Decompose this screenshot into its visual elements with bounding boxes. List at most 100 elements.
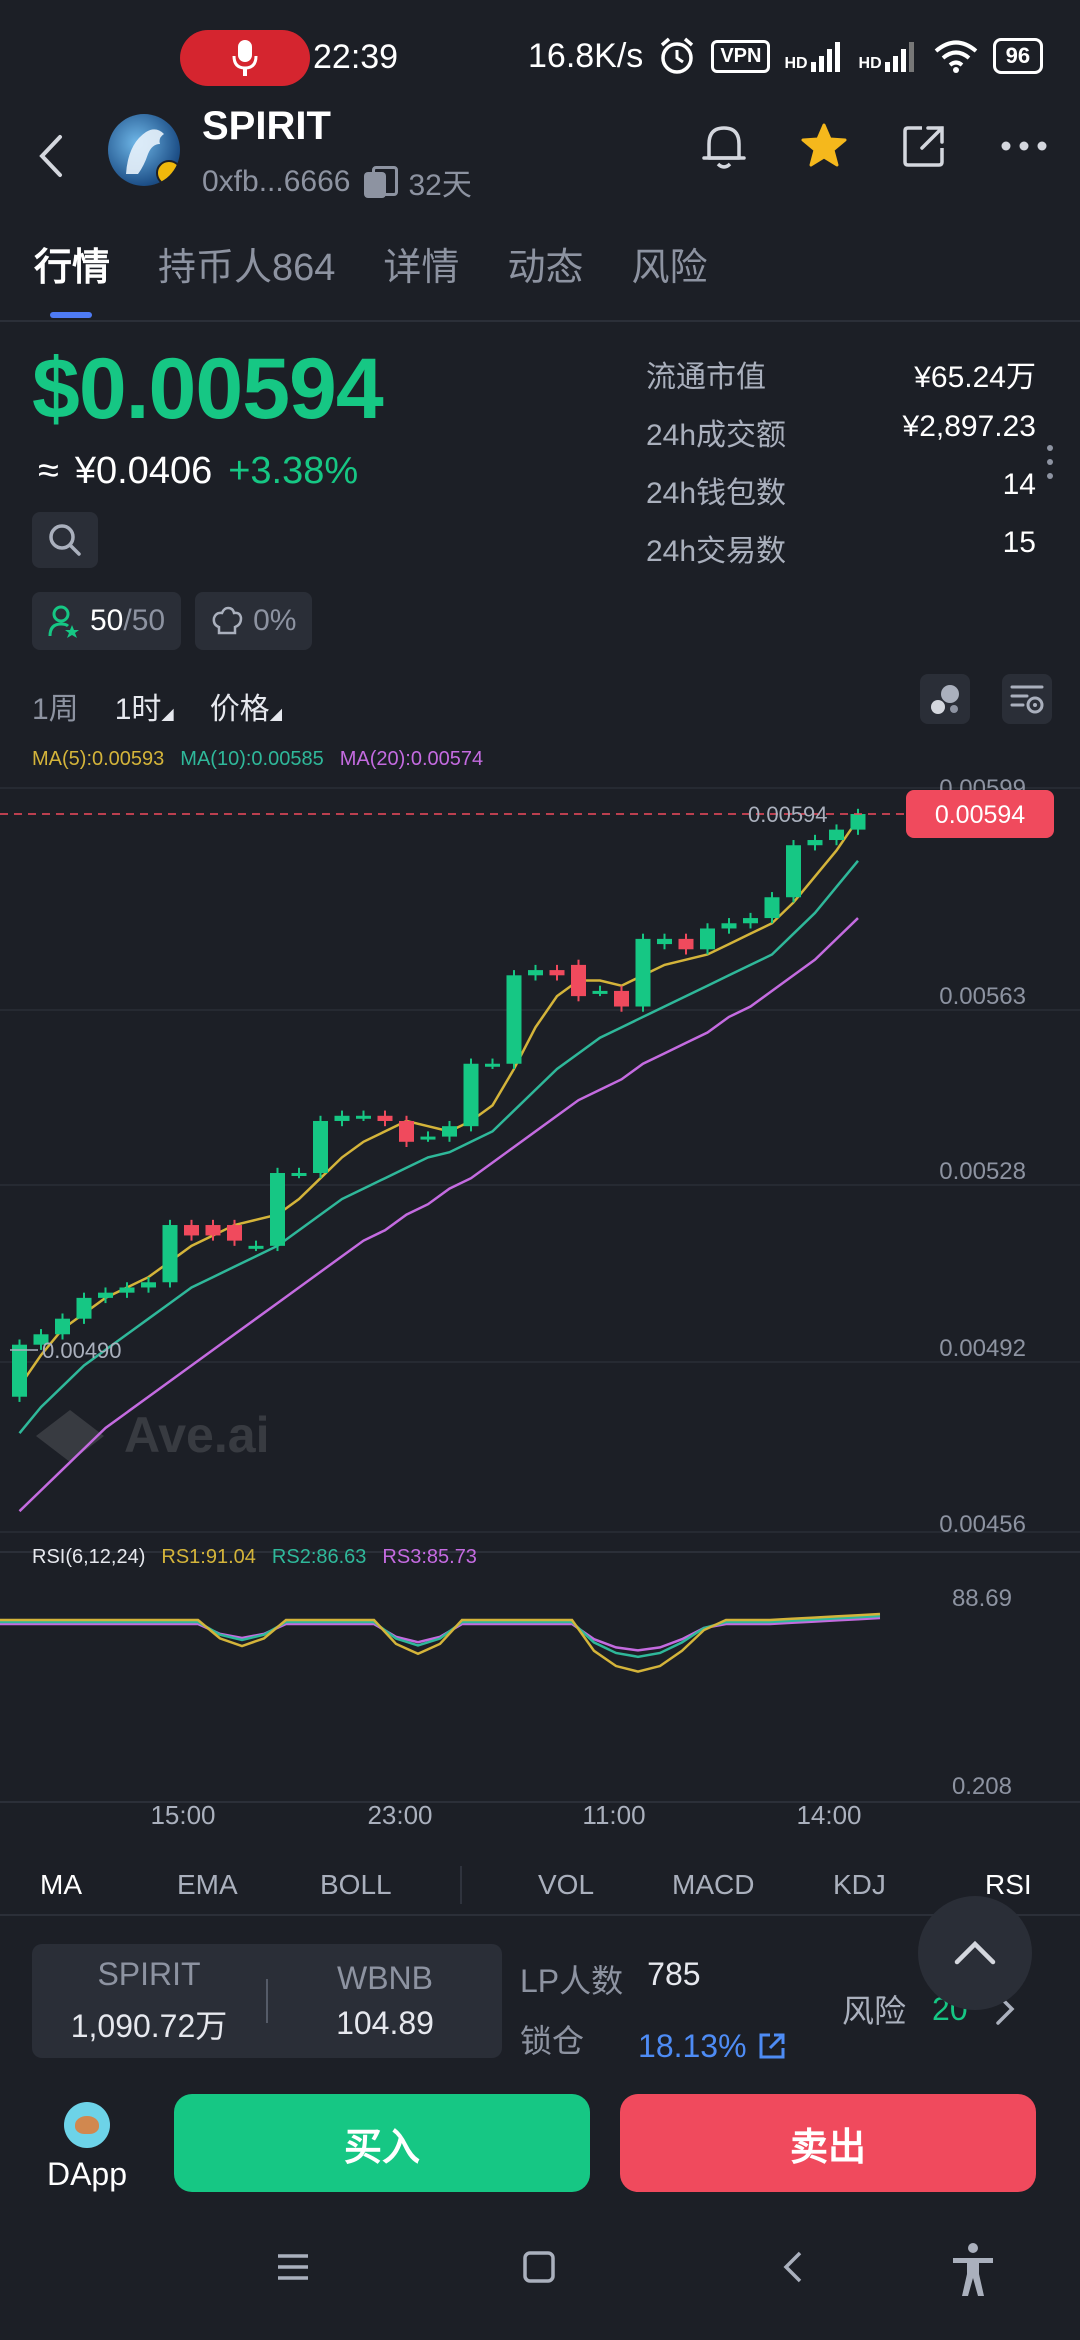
bell-button[interactable] bbox=[696, 118, 752, 174]
candle-body bbox=[184, 1225, 199, 1236]
indicator-rsi[interactable]: RSI bbox=[985, 1869, 1032, 1900]
stat-row: 24h钱包数 14 bbox=[646, 468, 1036, 526]
menu-icon[interactable] bbox=[276, 2250, 310, 2284]
risk-label: 风险 bbox=[842, 1993, 907, 2029]
interval-hour-dropdown[interactable]: 1时◢ bbox=[114, 693, 174, 726]
rs3-label: RS3:85.73 bbox=[382, 1546, 477, 1568]
price-chart[interactable]: Ave.ai 0.005990.005630.005280.004920.004… bbox=[0, 770, 1080, 1840]
chef-chip[interactable]: 0% bbox=[195, 592, 313, 650]
buy-button[interactable]: 买入 bbox=[174, 2094, 590, 2192]
more-horizontal-icon bbox=[1001, 141, 1047, 151]
candle-body bbox=[119, 1287, 135, 1293]
nav-back-icon[interactable] bbox=[780, 2250, 806, 2284]
home-icon[interactable] bbox=[522, 2250, 556, 2284]
lock-link[interactable]: 18.13% bbox=[638, 2016, 787, 2076]
candle-body bbox=[98, 1292, 113, 1298]
accessibility-icon[interactable] bbox=[950, 2242, 996, 2298]
token-age: 32天 bbox=[408, 169, 472, 202]
tab-holders[interactable]: 持币人864 bbox=[158, 247, 336, 289]
scroll-top-button[interactable] bbox=[918, 1896, 1032, 2010]
candle-body bbox=[248, 1245, 264, 1249]
lock-label: 锁仓 bbox=[520, 2023, 585, 2059]
vpn-badge: VPN bbox=[711, 39, 771, 73]
rsi-line-3 bbox=[0, 1616, 881, 1652]
back-button[interactable] bbox=[36, 126, 76, 186]
triangle-down-icon: ◢ bbox=[269, 706, 282, 723]
interval-week[interactable]: 1周 bbox=[32, 693, 79, 726]
stat-value: ¥65.24万 bbox=[914, 361, 1036, 394]
tab-risk[interactable]: 风险 bbox=[631, 247, 708, 289]
sell-button[interactable]: 卖出 bbox=[620, 2094, 1036, 2192]
drawing-tool-button[interactable] bbox=[920, 674, 970, 724]
ma10-line bbox=[18, 860, 859, 1434]
indicator-boll[interactable]: BOLL bbox=[320, 1869, 392, 1900]
tab-activity[interactable]: 动态 bbox=[507, 247, 584, 289]
candle-body bbox=[399, 1120, 414, 1142]
candle-body bbox=[850, 814, 866, 830]
candle-body bbox=[334, 1115, 350, 1121]
chef-hat-icon bbox=[212, 606, 243, 635]
candle-body bbox=[635, 938, 651, 1007]
stat-label: 24h交易数 bbox=[646, 535, 787, 568]
indicator-ma[interactable]: MA bbox=[40, 1869, 82, 1900]
token-name: SPIRIT bbox=[202, 104, 331, 148]
candle-body bbox=[141, 1282, 156, 1288]
search-button[interactable] bbox=[32, 512, 98, 568]
stat-row: 24h成交额 ¥2,897.23 bbox=[646, 410, 1036, 468]
more-button[interactable] bbox=[996, 118, 1052, 174]
action-bar: DApp 买入 卖出 bbox=[0, 2074, 1080, 2214]
stat-row: 24h交易数 15 bbox=[646, 526, 1036, 584]
y-tick-label: 0.00492 bbox=[939, 1335, 1026, 1362]
ma5-line bbox=[18, 818, 860, 1388]
x-tick-label: 15:00 bbox=[150, 1800, 215, 1830]
candle-body bbox=[76, 1297, 92, 1319]
candle-body bbox=[420, 1136, 436, 1140]
favorite-button[interactable] bbox=[796, 118, 852, 174]
signal-bars-icon bbox=[884, 42, 914, 72]
candle-body bbox=[55, 1318, 70, 1335]
low-price-label: 0.00490 bbox=[42, 1338, 122, 1363]
candle-body bbox=[377, 1115, 393, 1121]
chevron-up-icon bbox=[954, 1940, 996, 1965]
chef-percent: 0% bbox=[253, 604, 297, 637]
holders-chip[interactable]: 50/50 bbox=[32, 592, 182, 650]
price-mode-dropdown[interactable]: 价格◢ bbox=[209, 693, 282, 726]
stat-value: 15 bbox=[1002, 526, 1036, 559]
tab-market[interactable]: 行情 bbox=[34, 236, 110, 326]
stat-value: 14 bbox=[1002, 468, 1036, 501]
dapp-label: DApp bbox=[46, 2156, 128, 2192]
more-vertical-icon[interactable] bbox=[1046, 442, 1054, 482]
rsi-panel: 88.69 0.208 bbox=[0, 1585, 1080, 1803]
candle-body bbox=[829, 829, 844, 841]
indicator-kdj[interactable]: KDJ bbox=[833, 1869, 886, 1900]
dapp-button[interactable]: DApp bbox=[42, 2102, 132, 2193]
recording-indicator[interactable] bbox=[180, 30, 310, 86]
indicator-macd[interactable]: MACD bbox=[672, 1869, 755, 1900]
lp-count-value: 785 bbox=[647, 1956, 701, 1992]
candle-body bbox=[291, 1173, 307, 1177]
candle-body bbox=[592, 990, 608, 994]
rsi-legend: RSI(6,12,24) RS1:91.04 RS2:86.63 RS3:85.… bbox=[32, 1546, 477, 1569]
price-usd: $0.00594 bbox=[32, 341, 384, 437]
approx-symbol: ≈ bbox=[38, 450, 59, 492]
indicator-vol[interactable]: VOL bbox=[538, 1869, 595, 1900]
chart-settings-button[interactable] bbox=[1002, 674, 1052, 724]
x-tick-label: 11:00 bbox=[582, 1800, 645, 1830]
status-time: 22:39 bbox=[313, 38, 399, 76]
tab-details[interactable]: 详情 bbox=[383, 247, 460, 289]
copy-icon[interactable] bbox=[364, 166, 399, 198]
current-price-value: 0.00594 bbox=[935, 801, 1025, 829]
candle-body bbox=[657, 938, 672, 945]
share-button[interactable] bbox=[896, 118, 952, 174]
candle-body bbox=[506, 975, 522, 1064]
candles: 0.00490 bbox=[10, 808, 866, 1402]
candle-body bbox=[270, 1173, 285, 1246]
market-stats: 流通市值 ¥65.24万 24h成交额 ¥2,897.23 24h钱包数 14 … bbox=[646, 352, 1036, 584]
high-price-label: 0.00594 bbox=[748, 802, 828, 827]
candle-body bbox=[442, 1126, 457, 1137]
indicator-ema[interactable]: EMA bbox=[177, 1869, 238, 1900]
share-icon bbox=[903, 126, 944, 167]
lock-value: 18.13% bbox=[638, 2027, 747, 2064]
indicator-bar: MA EMA BOLL VOL MACD KDJ RSI bbox=[0, 1860, 1080, 1910]
bubbles-icon bbox=[931, 685, 959, 714]
